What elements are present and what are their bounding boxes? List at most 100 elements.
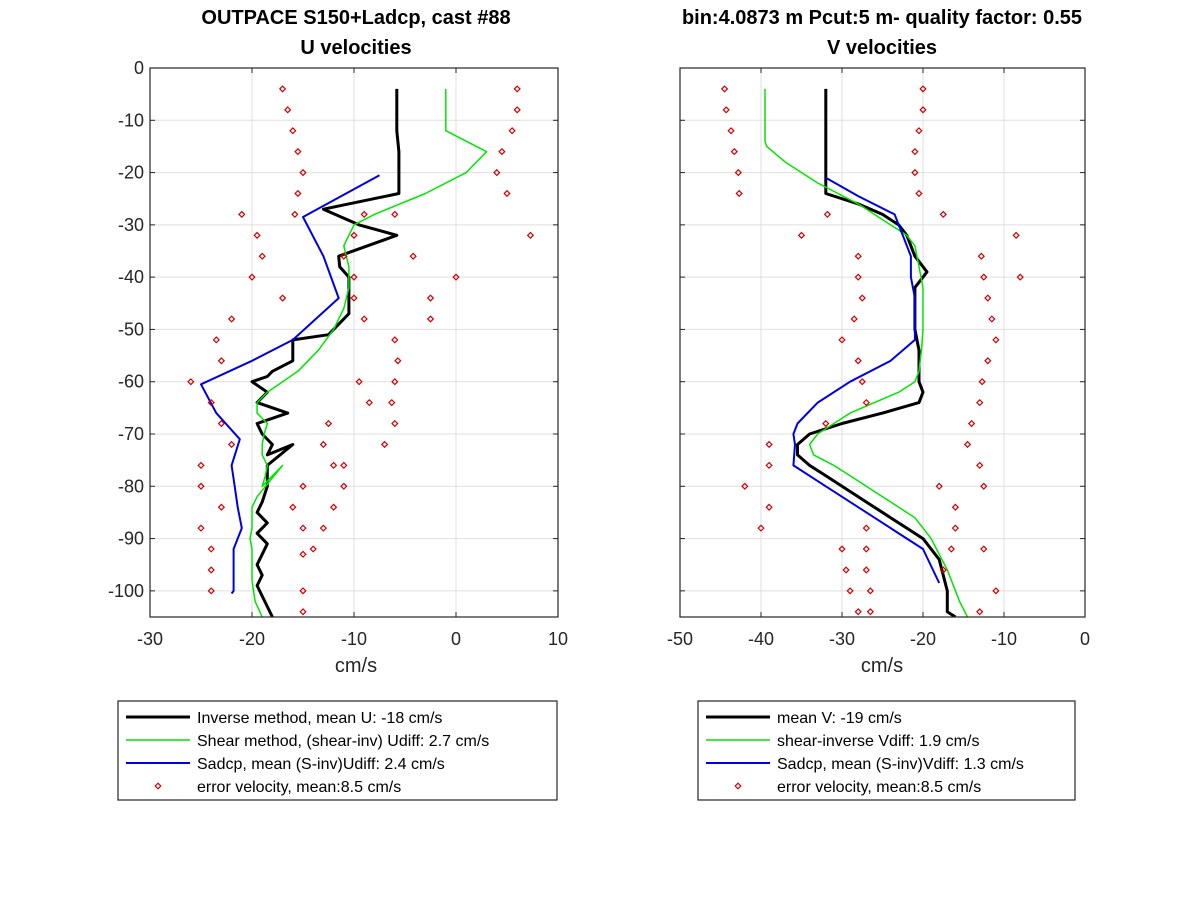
error-velocity-point: [294, 189, 302, 198]
legend-label: Sadcp, mean (S-inv)Udiff: 2.4 cm/s: [197, 756, 445, 773]
error-velocity-point: [727, 127, 735, 135]
y-tick-label: -50: [118, 319, 144, 339]
x-tick-label: 0: [451, 629, 461, 649]
error-velocity-point: [757, 524, 765, 532]
y-tick-label: -30: [118, 215, 144, 235]
chart-subtitle: U velocities: [300, 37, 411, 59]
error-velocity-point: [963, 440, 972, 449]
series-line-1: [249, 88, 488, 617]
error-velocity-point: [735, 189, 743, 198]
error-velocity-point: [197, 524, 205, 532]
x-tick-label: -40: [748, 629, 774, 649]
axes-box: [679, 67, 1086, 618]
error-velocity-point: [862, 398, 870, 407]
error-velocity-point: [294, 148, 302, 156]
error-velocity-point: [838, 336, 846, 344]
error-velocity-point: [980, 273, 988, 281]
y-tick-label: -40: [118, 267, 144, 287]
legend-label: error velocity, mean:8.5 cm/s: [777, 779, 981, 796]
error-velocity-point: [854, 608, 862, 616]
error-velocity-point: [919, 106, 927, 114]
legend-u: Inverse method, mean U: -18 cm/s Shear m…: [117, 700, 558, 801]
error-velocity-point: [722, 106, 730, 114]
error-velocity-point: [866, 587, 874, 595]
error-velocity-point: [854, 252, 862, 260]
error-velocity-point: [850, 315, 858, 323]
error-velocity-point: [299, 587, 307, 595]
series-line-2: [792, 176, 941, 584]
error-velocity-point: [340, 252, 348, 260]
error-velocity-point: [426, 294, 435, 302]
error-velocity-point: [734, 168, 742, 177]
error-velocity-point: [862, 566, 870, 574]
x-axis-label: cm/s: [861, 655, 903, 677]
error-velocity-point: [720, 85, 729, 93]
x-tick-label: 10: [548, 629, 568, 649]
error-velocity-point: [324, 419, 333, 428]
error-velocity-point: [388, 398, 396, 407]
error-velocity-point: [978, 378, 986, 386]
error-velocity-point: [329, 461, 338, 470]
error-velocity-point: [1016, 273, 1024, 281]
error-velocity-point: [911, 148, 919, 156]
x-tick-label: -30: [829, 629, 855, 649]
error-velocity-point: [508, 127, 516, 135]
error-velocity-point: [823, 210, 832, 219]
y-tick-label: 0: [134, 58, 144, 78]
error-velocity-point: [207, 566, 215, 574]
error-velocity-point: [765, 461, 773, 470]
series-line-2: [200, 174, 380, 595]
chart-subtitle: V velocities: [827, 37, 937, 59]
error-velocity-point: [299, 550, 307, 558]
error-velocity-point: [980, 482, 988, 490]
error-velocity-point: [730, 148, 738, 156]
error-velocity-point: [992, 336, 1000, 344]
error-velocity-point: [299, 482, 307, 490]
legend-label: error velocity, mean:8.5 cm/s: [197, 779, 401, 796]
legend-label: Inverse method, mean U: -18 cm/s: [197, 710, 442, 727]
error-velocity-point: [355, 378, 363, 386]
error-velocity-point: [846, 587, 854, 595]
legend-swatch: [734, 782, 742, 790]
error-velocity-point: [984, 294, 992, 302]
chart-title: bin:4.0873 m Pcut:5 m- quality factor: 0…: [682, 7, 1082, 29]
error-velocity-point: [854, 273, 862, 281]
legend-swatch: [154, 782, 162, 790]
v-velocity-plot: bin:4.0873 m Pcut:5 m- quality factor: 0…: [667, 7, 1090, 677]
error-velocity-point: [207, 545, 215, 553]
error-velocity-point: [212, 336, 220, 344]
error-velocity-point: [797, 231, 806, 239]
error-velocity-point: [915, 189, 923, 198]
error-velocity-point: [976, 398, 984, 407]
y-tick-label: -20: [118, 163, 144, 183]
error-velocity-point: [976, 461, 984, 470]
error-velocity-point: [319, 524, 328, 532]
error-velocity-point: [939, 210, 947, 219]
error-velocity-point: [289, 503, 297, 511]
error-velocity-point: [951, 524, 960, 532]
y-tick-label: -80: [118, 476, 144, 496]
error-velocity-point: [992, 587, 1000, 595]
error-velocity-point: [741, 482, 749, 490]
x-tick-label: -20: [239, 629, 265, 649]
y-tick-label: -60: [118, 372, 144, 392]
legend-v: mean V: -19 cm/s shear-inverse Vdiff: 1.…: [697, 700, 1076, 801]
error-velocity-point: [977, 252, 985, 260]
error-velocity-point: [394, 357, 402, 365]
error-velocity-point: [258, 252, 266, 260]
error-velocity-point: [340, 482, 348, 490]
error-velocity-point: [391, 336, 399, 344]
legend-label: Shear method, (shear-inv) Udiff: 2.7 cm/…: [197, 733, 489, 750]
error-velocity-point: [380, 440, 389, 449]
x-tick-label: -20: [910, 629, 936, 649]
error-velocity-point: [299, 524, 307, 532]
error-velocity-point: [498, 148, 506, 156]
error-velocity-point: [289, 127, 297, 135]
x-tick-label: 0: [1080, 629, 1090, 649]
error-velocity-point: [984, 357, 992, 365]
error-velocity-point: [350, 273, 358, 281]
error-velocity-point: [866, 608, 874, 616]
error-velocity-point: [319, 440, 328, 449]
error-velocity-point: [227, 315, 236, 323]
error-velocity-point: [513, 85, 521, 93]
